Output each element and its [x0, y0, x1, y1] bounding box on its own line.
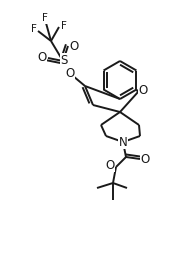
Text: F: F	[61, 21, 67, 31]
Text: O: O	[37, 50, 47, 64]
Text: S: S	[60, 53, 68, 67]
Text: F: F	[42, 13, 48, 23]
Text: O: O	[140, 153, 150, 165]
Text: N: N	[119, 136, 127, 148]
Text: O: O	[69, 39, 79, 53]
Text: O: O	[138, 83, 148, 97]
Text: F: F	[31, 24, 37, 34]
Text: O: O	[105, 158, 115, 171]
Text: O: O	[65, 67, 75, 80]
